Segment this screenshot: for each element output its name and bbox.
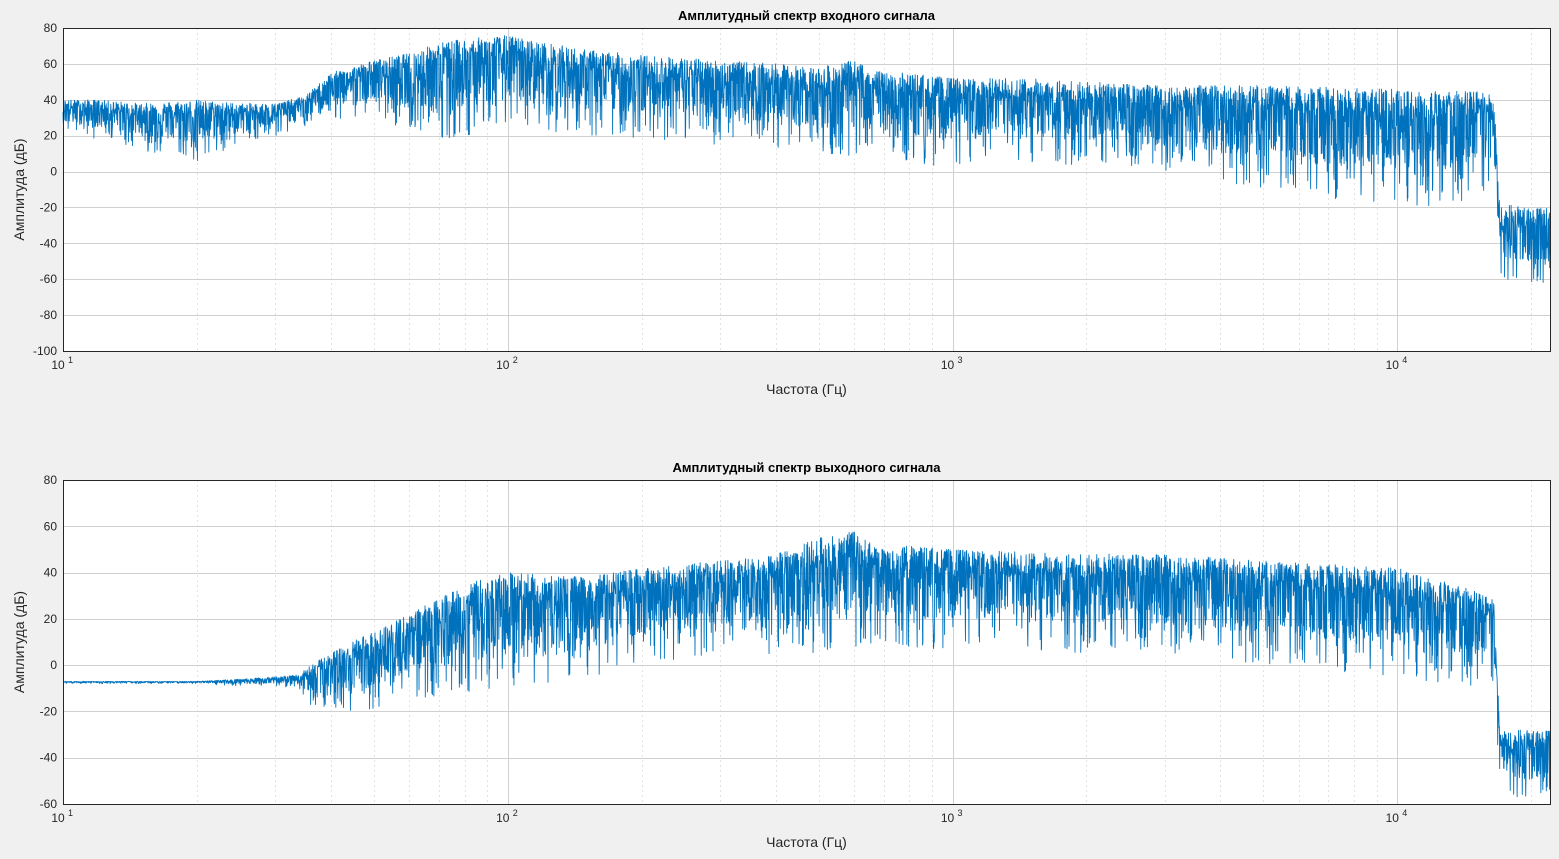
y-tick-label: 0 [50, 165, 57, 179]
y-tick-label: 0 [50, 658, 57, 672]
svg-text:4: 4 [1402, 808, 1407, 818]
y-tick-label: 20 [44, 612, 58, 626]
x-tick-label: 10 2 [496, 355, 518, 372]
chart-title: Амплитудный спектр выходного сигнала [672, 460, 941, 475]
y-tick-label: 80 [44, 473, 58, 487]
output-spectrum-line [62, 531, 1551, 798]
x-tick-label: 10 3 [941, 355, 963, 372]
x-tick-label: 10 1 [51, 355, 73, 372]
axes-frame [63, 480, 1551, 805]
x-tick-label: 10 4 [1386, 355, 1408, 372]
x-axis-label: Частота (Гц) [766, 381, 847, 397]
axes-frame [63, 28, 1551, 352]
svg-text:10: 10 [51, 358, 65, 372]
svg-text:10: 10 [941, 811, 955, 825]
svg-text:1: 1 [68, 808, 73, 818]
y-tick-label: 40 [44, 93, 58, 107]
svg-text:10: 10 [51, 811, 65, 825]
y-tick-label: 60 [44, 519, 58, 533]
y-tick-label: 40 [44, 566, 58, 580]
y-tick-label: -60 [40, 797, 58, 811]
y-axis-label: Амплитуда (дБ) [11, 591, 27, 693]
y-tick-label: -80 [40, 308, 58, 322]
svg-text:2: 2 [513, 808, 518, 818]
x-axis-label: Частота (Гц) [766, 834, 847, 850]
plot-area [63, 480, 1550, 804]
y-tick-label: -20 [40, 704, 58, 718]
plot-area [63, 28, 1550, 351]
y-tick-label: -40 [40, 751, 58, 765]
y-tick-label: 60 [44, 57, 58, 71]
x-tick-label: 10 2 [496, 808, 518, 825]
y-tick-label: -40 [40, 236, 58, 250]
svg-text:3: 3 [958, 808, 963, 818]
svg-text:3: 3 [958, 355, 963, 365]
x-tick-labels: 10 1 10 2 10 3 10 4 [51, 808, 1407, 825]
minor-grid [197, 28, 1532, 351]
svg-text:4: 4 [1402, 355, 1407, 365]
svg-text:10: 10 [1386, 811, 1400, 825]
svg-text:10: 10 [496, 358, 510, 372]
x-tick-label: 10 1 [51, 808, 73, 825]
y-tick-labels: 80 60 40 20 0 -20 -40 -60 [40, 473, 58, 811]
y-tick-label: -100 [33, 344, 57, 358]
y-tick-label: 80 [44, 21, 58, 35]
svg-text:10: 10 [496, 811, 510, 825]
chart-title: Амплитудный спектр входного сигнала [678, 8, 936, 23]
y-tick-labels: 80 60 40 20 0 -20 -40 -60 -80 -100 [33, 21, 57, 358]
y-axis-label: Амплитуда (дБ) [11, 138, 27, 240]
y-tick-label: -20 [40, 200, 58, 214]
svg-text:10: 10 [941, 358, 955, 372]
svg-text:1: 1 [68, 355, 73, 365]
svg-text:2: 2 [513, 355, 518, 365]
x-tick-label: 10 3 [941, 808, 963, 825]
y-tick-label: -60 [40, 272, 58, 286]
x-tick-labels: 10 1 10 2 10 3 10 4 [51, 355, 1407, 372]
svg-text:10: 10 [1386, 358, 1400, 372]
y-tick-label: 20 [44, 129, 58, 143]
input-spectrum-line [62, 35, 1551, 283]
x-tick-label: 10 4 [1386, 808, 1408, 825]
